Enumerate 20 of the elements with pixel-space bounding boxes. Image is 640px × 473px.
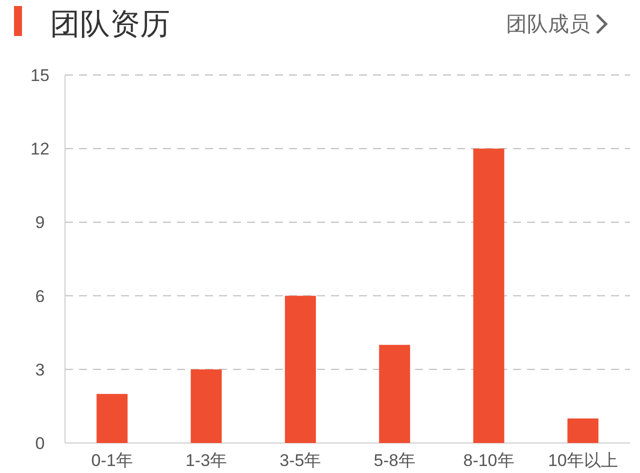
bar [379,344,410,443]
x-tick-label: 10年以上 [548,451,618,470]
y-tick-label: 12 [30,140,50,159]
x-tick-label: 0-1年 [91,451,133,470]
x-tick-label: 1-3年 [185,451,228,470]
y-tick-label: 15 [30,66,50,85]
x-tick-label: 5-8年 [374,451,416,470]
bar [284,296,316,443]
text: 团队成员 [506,13,590,36]
chart-title: 团队资历 [50,8,170,41]
y-tick-label: 6 [35,286,45,306]
bar [473,148,504,443]
bar [96,394,128,443]
x-tick-label: 8-10年 [463,451,514,470]
x-tick-label: 3-5年 [280,451,322,470]
bar [190,369,222,443]
bar [567,418,598,443]
y-tick-label: 9 [35,213,45,232]
y-tick-label: 0 [35,434,45,453]
y-tick-label: 3 [35,360,45,380]
